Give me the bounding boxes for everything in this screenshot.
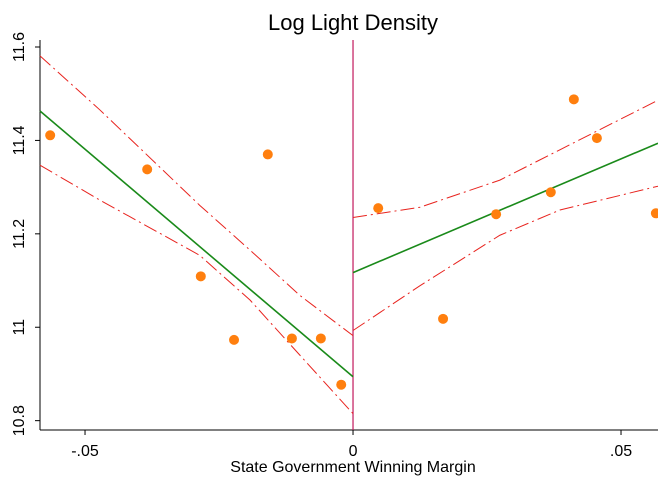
y-tick-label: 11.4 xyxy=(11,125,28,155)
confidence-band xyxy=(352,99,658,218)
point xyxy=(142,164,153,175)
chart-title: Log Light Density xyxy=(268,10,438,35)
point xyxy=(336,379,347,390)
y-tick-label: 11.2 xyxy=(11,219,28,249)
point xyxy=(373,203,384,214)
point xyxy=(650,208,658,219)
point xyxy=(568,94,579,105)
y-tick-label: 10.8 xyxy=(11,405,28,436)
point xyxy=(591,133,602,144)
x-tick-label: -.05 xyxy=(71,443,99,460)
point xyxy=(491,209,502,220)
fit-line xyxy=(352,142,658,274)
point xyxy=(286,333,297,344)
y-tick-label: 11.6 xyxy=(11,32,28,62)
x-tick-label: .05 xyxy=(610,443,632,460)
point xyxy=(45,130,56,141)
fit-line xyxy=(39,110,354,378)
confidence-band xyxy=(39,55,354,337)
point xyxy=(262,149,273,160)
y-tick-label: 11 xyxy=(11,319,28,336)
point xyxy=(438,313,449,324)
point xyxy=(315,333,326,344)
x-tick-label: 0 xyxy=(349,443,358,460)
confidence-band xyxy=(352,185,658,331)
point xyxy=(229,334,240,345)
point xyxy=(195,271,206,282)
confidence-band xyxy=(39,164,354,414)
point xyxy=(545,187,556,198)
x-axis-label: State Government Winning Margin xyxy=(230,459,475,476)
